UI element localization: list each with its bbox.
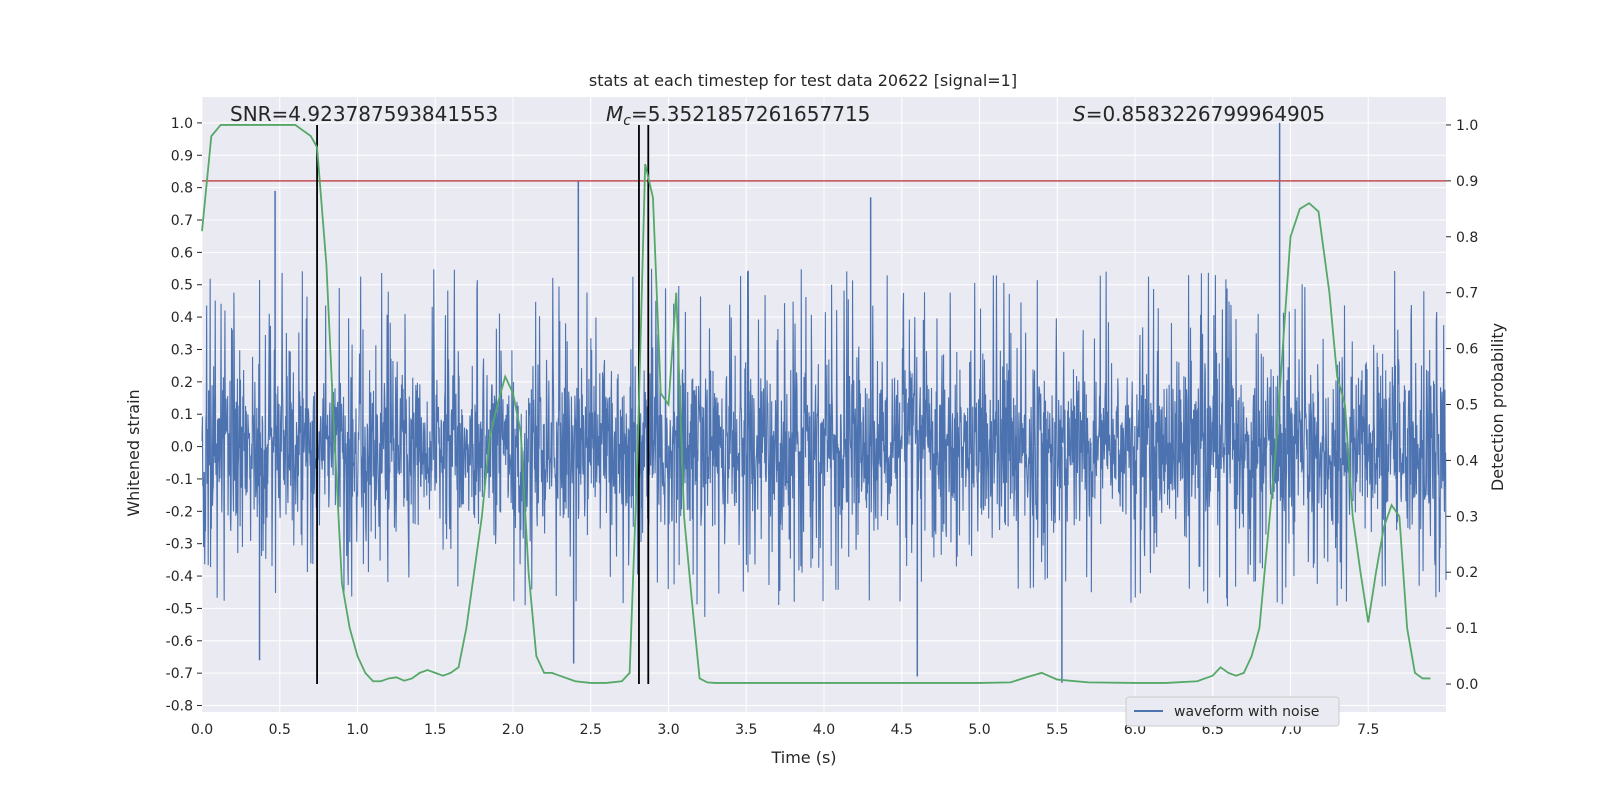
x-tick-label: 5.0 bbox=[968, 722, 990, 738]
y-tick-label-left: 0.8 bbox=[171, 181, 193, 197]
x-axis-label: Time (s) bbox=[770, 748, 836, 767]
y-tick-label-left: -0.4 bbox=[166, 569, 193, 585]
y-tick-label-left: 0.1 bbox=[171, 407, 193, 423]
y-tick-label-left: 0.7 bbox=[171, 213, 193, 229]
x-tick-label: 0.5 bbox=[269, 722, 291, 738]
y-tick-label-left: -0.8 bbox=[166, 699, 193, 715]
x-tick-label: 1.5 bbox=[424, 722, 446, 738]
y-axis-label-left: Whitened strain bbox=[124, 389, 143, 516]
y-tick-label-right: 0.7 bbox=[1456, 286, 1478, 302]
y-tick-label-left: 0.9 bbox=[171, 148, 193, 164]
y-tick-label-left: -0.6 bbox=[166, 634, 193, 650]
probability-line bbox=[201, 124, 1431, 684]
y-axis-label-right: Detection probability bbox=[1488, 323, 1507, 491]
y-tick-label-left: -0.3 bbox=[166, 537, 193, 553]
y-tick-label-left: 0.2 bbox=[171, 375, 193, 391]
s-label: S bbox=[1073, 102, 1086, 126]
y-tick-label-right: 0.6 bbox=[1456, 342, 1478, 358]
legend-box bbox=[1125, 696, 1340, 727]
y-tick-label-left: -0.1 bbox=[166, 472, 193, 488]
chart-title: stats at each timestep for test data 206… bbox=[589, 71, 1017, 90]
y-tick-label-left: 0.5 bbox=[171, 278, 193, 294]
mc-subscript: c bbox=[623, 113, 631, 129]
y-tick-label-left: 0.3 bbox=[171, 342, 193, 358]
x-tick-label: 0.0 bbox=[191, 722, 213, 738]
y-tick-label-right: 0.0 bbox=[1456, 677, 1478, 693]
chirp-mass-annotation: Mc=5.3521857261657715 bbox=[606, 102, 870, 129]
x-tick-label: 4.5 bbox=[891, 722, 913, 738]
probability-series bbox=[201, 124, 1431, 684]
y-tick-label-left: -0.2 bbox=[166, 504, 193, 520]
x-tick-label: 5.5 bbox=[1046, 722, 1068, 738]
x-tick-label: 2.0 bbox=[502, 722, 524, 738]
y-tick-label-right: 0.5 bbox=[1456, 398, 1478, 414]
legend: waveform with noise bbox=[1125, 696, 1340, 727]
legend-label: waveform with noise bbox=[1174, 704, 1319, 720]
x-tick-label: 2.5 bbox=[580, 722, 602, 738]
y-tick-label-right: 0.1 bbox=[1456, 621, 1478, 637]
y-tick-label-right: 0.8 bbox=[1456, 230, 1478, 246]
y-tick-label-left: -0.7 bbox=[166, 666, 193, 682]
y-tick-label-right: 0.9 bbox=[1456, 174, 1478, 190]
y-tick-label-right: 1.0 bbox=[1456, 118, 1478, 134]
snr-annotation: SNR=4.923787593841553 bbox=[230, 102, 498, 126]
y-tick-label-left: -0.5 bbox=[166, 601, 193, 617]
y-tick-label-left: 0.0 bbox=[171, 440, 193, 456]
x-tick-label: 4.0 bbox=[813, 722, 835, 738]
y-tick-label-right: 0.2 bbox=[1456, 565, 1478, 581]
mc-label: M bbox=[606, 102, 623, 126]
s-annotation: S=0.8583226799964905 bbox=[1073, 102, 1325, 126]
x-tick-label: 3.5 bbox=[735, 722, 757, 738]
y-tick-label-left: 1.0 bbox=[171, 116, 193, 132]
y-tick-label-right: 0.3 bbox=[1456, 509, 1478, 525]
x-tick-label: 7.5 bbox=[1357, 722, 1379, 738]
x-tick-label: 3.0 bbox=[657, 722, 679, 738]
x-tick-label: 1.0 bbox=[346, 722, 368, 738]
s-value: =0.8583226799964905 bbox=[1086, 102, 1325, 126]
mc-value: =5.3521857261657715 bbox=[631, 102, 870, 126]
strain-trace bbox=[201, 268, 1447, 617]
y-tick-label-left: 0.4 bbox=[171, 310, 193, 326]
y-tick-label-left: 0.6 bbox=[171, 245, 193, 261]
y-tick-label-right: 0.4 bbox=[1456, 453, 1478, 469]
